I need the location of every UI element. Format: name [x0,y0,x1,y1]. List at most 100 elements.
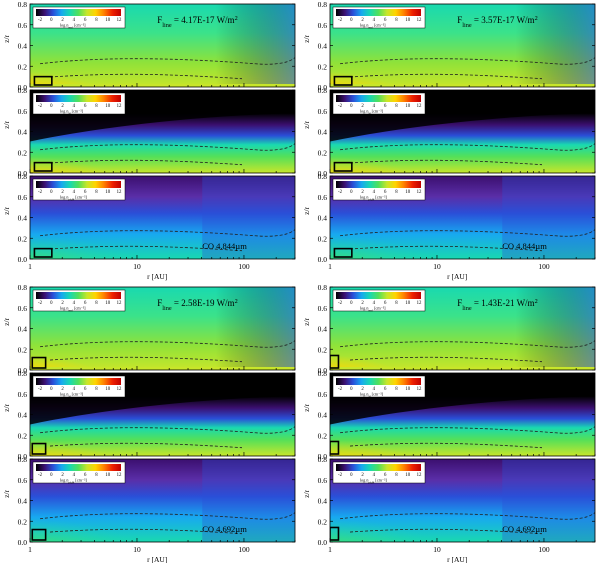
y-tick-label: 0.8 [318,369,328,378]
colorbar-tick-label: 4 [373,301,376,306]
colorbar-tick-label: 10 [405,301,410,306]
y-tick-label: 0.2 [18,148,28,157]
x-tick-label: 1 [328,262,332,271]
colorbar-tick-label: 6 [384,190,387,195]
y-tick-label: 0.6 [318,304,328,313]
y-tick-label: 0.6 [18,107,28,116]
colorbar-gradient [336,464,421,471]
dashed-contour [349,245,543,252]
heatmap-outer [202,176,295,259]
y-tick-label: 0.8 [18,455,28,464]
colorbar-tick-label: 4 [73,387,76,392]
colorbar-tick-label: -2 [38,190,43,195]
dashed-contour [349,159,543,166]
colorbar-tick-label: 2 [361,190,364,195]
colorbar-tick-label: 4 [373,190,376,195]
colorbar-legend: -2 0 2 4 6 8 10 12 log nph,H [cm⁻³] [32,461,126,486]
y-tick-label: 0.4 [18,42,28,51]
colorbar-title: log nmol [cm⁻³] [60,306,86,313]
heatmap-hot-core [330,488,539,542]
y-tick-label: 0.2 [318,345,328,354]
colorbar-tick-label: 6 [84,18,87,23]
colorbar-tick-label: 2 [361,301,364,306]
colorbar-title: log nph,H [cm⁻³] [360,478,387,486]
dashed-contour [49,73,243,80]
colorbar-tick-label: 6 [384,18,387,23]
colorbar-tick-label: 2 [61,190,64,195]
y-tick-label: 0.2 [318,517,328,526]
colorbar-tick-label: 12 [417,301,422,306]
x-axis-label: r [AU] [147,272,167,281]
colorbar-tick-label: 6 [384,104,387,109]
colorbar-tick-label: 6 [384,473,387,478]
dashed-contour [349,528,543,535]
heatmap [330,459,595,542]
colorbar-tick-label: 8 [95,301,98,306]
y-tick-label: 0.4 [318,214,328,223]
colorbar-tick-label: 10 [105,18,110,23]
y-tick-label: 0.0 [318,83,328,92]
emitting-region-box [31,356,47,369]
y-tick-label: 0.6 [318,193,328,202]
colorbar-legend: -2 0 2 4 6 8 10 12 log nmol [cm⁻³] [332,289,426,313]
colorbar-tick-label: 8 [395,387,398,392]
y-tick-label: 0.4 [18,497,28,506]
colorbar-gradient [36,181,121,188]
colorbar-tick-label: 4 [73,18,76,23]
y-tick-label: 0.0 [18,452,28,461]
colorbar-tick-label: -2 [338,190,343,195]
colorbar-tick-label: 0 [50,18,53,23]
colorbar-tick-label: 2 [361,104,364,109]
x-tick-label: 100 [238,262,250,271]
y-tick-label: 0.8 [18,86,28,95]
colorbar-tick-label: 4 [73,104,76,109]
y-tick-label: 0.6 [318,21,328,30]
colorbar-tick-label: 6 [84,301,87,306]
colorbar-tick-label: -2 [338,18,343,23]
line-label: CO 4.692µm [202,524,247,534]
y-tick-label: 0.6 [18,390,28,399]
colorbar-legend: -2 0 2 4 6 8 10 12 log nph,H [cm⁻³] [332,461,426,486]
x-tick-label: 10 [433,262,441,271]
y-tick-label: 0.0 [318,366,328,375]
colorbar-title: log nph,H [cm⁻³] [360,195,387,203]
emitting-region-box [333,247,353,258]
colorbar-tick-label: 12 [117,387,122,392]
colorbar-tick-label: 6 [84,104,87,109]
colorbar-tick-label: 12 [417,387,422,392]
colorbar-gradient [36,95,121,102]
colorbar-title: log nph,H [cm⁻³] [60,195,87,203]
flux-label: Fline = 1.43E-21 W/m2 [457,298,538,312]
colorbar-title: log nmol [cm⁻³] [360,23,386,30]
y-tick-label: 0.0 [18,83,28,92]
subplot-row-1: 0.0 0.2 0.4 0.6 0.8 z/r -2 0 2 4 6 8 10 12 log nmol [c… [302,0,596,92]
colorbar-tick-label: 12 [117,18,122,23]
x-tick-label: 100 [238,545,250,554]
heatmap-midplane [30,367,295,370]
y-tick-label: 0.4 [18,214,28,223]
dashed-contour [349,73,543,80]
colorbar-legend: -2 0 2 4 6 8 10 12 log nph,H [cm⁻³] [32,178,126,203]
colorbar-gradient [336,378,421,385]
colorbar-tick-label: -2 [338,387,343,392]
y-axis-label: z/r [2,317,11,325]
y-tick-label: 0.6 [318,107,328,116]
emitting-region-box [333,161,353,172]
colorbar-gradient [36,378,121,385]
colorbar-gradient [336,9,421,16]
y-tick-label: 0.4 [318,497,328,506]
colorbar-legend: -2 0 2 4 6 8 10 12 log nH [cm⁻³] [332,375,426,399]
colorbar-gradient [336,95,421,102]
subplot-row-2: 0.0 0.2 0.4 0.6 0.8 z/r -2 0 2 4 6 8 10 12 log nH [cm⁻… [302,369,596,461]
y-tick-label: 0.2 [18,345,28,354]
heatmap-midplane [330,84,595,87]
colorbar-tick-label: 4 [73,473,76,478]
y-tick-label: 0.8 [318,0,328,9]
colorbar-tick-label: -2 [38,104,43,109]
y-tick-label: 0.6 [318,390,328,399]
y-tick-label: 0.0 [18,169,28,178]
colorbar-tick-label: 12 [417,18,422,23]
colorbar-tick-label: 6 [384,387,387,392]
